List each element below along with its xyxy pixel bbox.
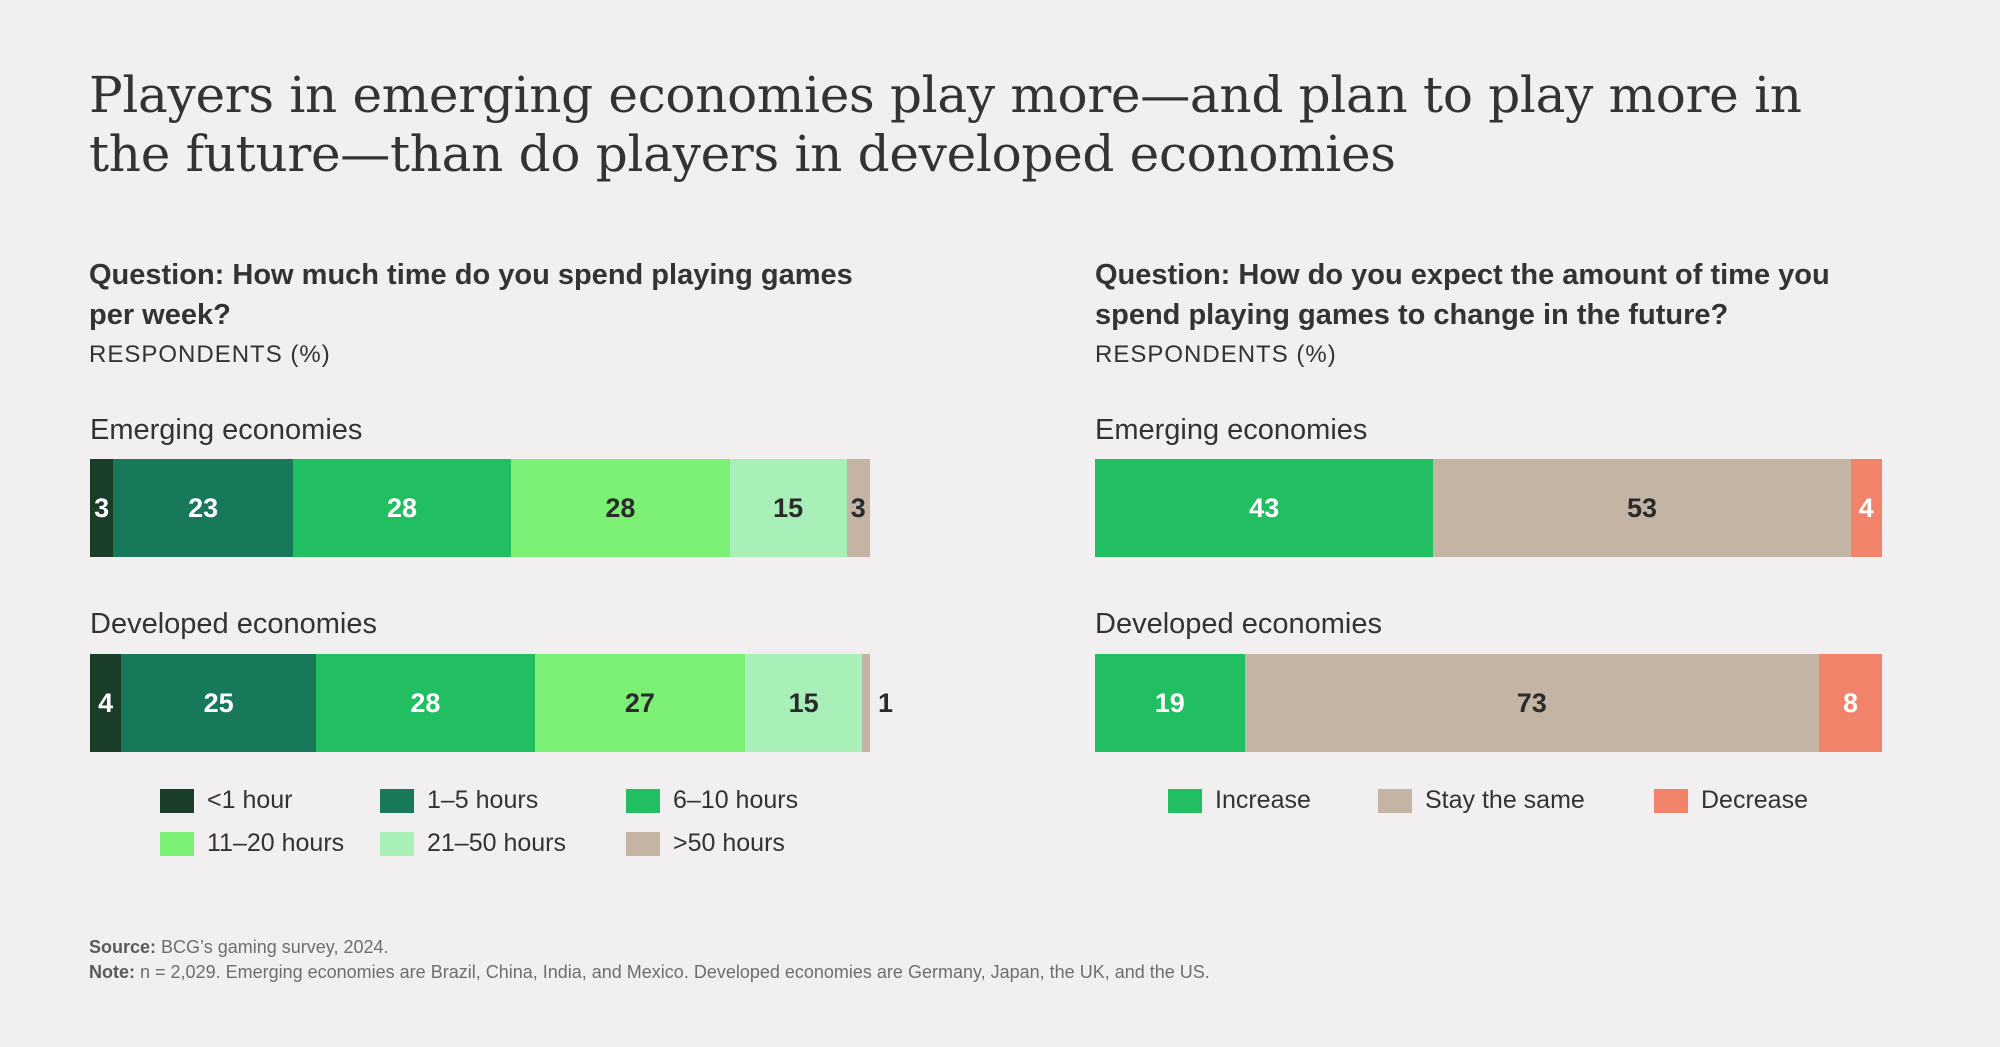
bar-segment: 19 bbox=[1095, 654, 1245, 752]
chart-unit-label: RESPONDENTS (%) bbox=[89, 341, 331, 368]
data-label: 73 bbox=[1516, 687, 1547, 718]
bar-segment: 4 bbox=[90, 654, 122, 752]
stacked-bar: 43 53 4 bbox=[1095, 459, 1882, 557]
data-label: 28 bbox=[386, 492, 418, 523]
legend-swatch bbox=[626, 788, 660, 813]
source-line: Source: BCG’s gaming survey, 2024. bbox=[89, 935, 1210, 960]
legend-label: 21–50 hours bbox=[427, 829, 567, 857]
bar-segment bbox=[862, 654, 870, 752]
bar-segment: 28 bbox=[292, 459, 512, 557]
chart-panel-future-change: Question: How do you expect the amount o… bbox=[1095, 255, 1895, 369]
bar-group-label: Developed economies bbox=[1095, 608, 1382, 640]
chart-panel-time-per-week: Question: How much time do you spend pla… bbox=[89, 255, 889, 369]
legend-label: >50 hours bbox=[673, 829, 785, 857]
bar-segment: 28 bbox=[316, 654, 535, 752]
bar-segment: 73 bbox=[1244, 654, 1820, 752]
legend-label: 1–5 hours bbox=[427, 786, 539, 814]
note-text: n = 2,029. Emerging economies are Brazil… bbox=[140, 962, 1210, 982]
data-label: 28 bbox=[410, 687, 441, 718]
legend-label: Stay the same bbox=[1425, 786, 1585, 814]
note-line: Note: n = 2,029. Emerging economies are … bbox=[89, 960, 1210, 985]
bar-segment: 53 bbox=[1433, 459, 1851, 557]
bar-segment: 4 bbox=[1850, 459, 1882, 557]
bar-segment: 3 bbox=[90, 459, 114, 557]
legend-swatch bbox=[160, 831, 194, 856]
legend-item: Decrease bbox=[1654, 786, 1808, 815]
legend-swatch bbox=[380, 831, 414, 856]
data-label: 15 bbox=[788, 687, 819, 718]
page-title: Players in emerging economies play more—… bbox=[89, 66, 1802, 183]
chart-question: Question: How do you expect the amount o… bbox=[1095, 259, 1830, 331]
data-label: 28 bbox=[605, 492, 636, 523]
legend-label: 6–10 hours bbox=[673, 786, 799, 814]
legend-item: Stay the same bbox=[1378, 786, 1585, 815]
note-label: Note: bbox=[89, 962, 135, 982]
chart-question: Question: How much time do you spend pla… bbox=[89, 259, 853, 331]
legend-item: <1 hour bbox=[160, 786, 293, 815]
data-label: 43 bbox=[1249, 492, 1280, 523]
legend-item: 21–50 hours bbox=[380, 829, 566, 858]
legend-item: 1–5 hours bbox=[380, 786, 538, 815]
legend-swatch bbox=[626, 831, 660, 856]
data-label: 8 bbox=[1842, 687, 1859, 718]
bar-segment: 3 bbox=[846, 459, 870, 557]
legend-swatch bbox=[380, 788, 414, 813]
legend-label: Increase bbox=[1215, 786, 1311, 814]
legend-label: <1 hour bbox=[207, 786, 293, 814]
source-label: Source: bbox=[89, 937, 157, 957]
legend-item: >50 hours bbox=[626, 829, 785, 858]
bar-segment: 8 bbox=[1819, 654, 1882, 752]
data-label: 19 bbox=[1154, 687, 1185, 718]
legend-swatch bbox=[1654, 788, 1688, 813]
stacked-bar: 4 25 28 27 15 1 bbox=[90, 654, 893, 752]
data-label: 4 bbox=[1858, 492, 1874, 523]
legend-item: 11–20 hours bbox=[160, 829, 344, 858]
data-label: 25 bbox=[203, 687, 234, 718]
bar-segment: 15 bbox=[745, 654, 863, 752]
legend-item: 6–10 hours bbox=[626, 786, 798, 815]
data-label: 53 bbox=[1626, 492, 1657, 523]
bar-group-label: Developed economies bbox=[90, 608, 377, 640]
data-label: 1 bbox=[878, 687, 894, 718]
data-label: 15 bbox=[773, 492, 804, 523]
legend-label: Decrease bbox=[1701, 786, 1808, 814]
bar-segment: 27 bbox=[534, 654, 746, 752]
data-label: 3 bbox=[850, 492, 866, 523]
bar-segment: 43 bbox=[1095, 459, 1434, 557]
bar-segment: 28 bbox=[511, 459, 730, 557]
stacked-bar: 19 73 8 bbox=[1095, 654, 1882, 752]
legend-swatch bbox=[1168, 788, 1202, 813]
bar-segment: 15 bbox=[729, 459, 847, 557]
data-label: 27 bbox=[624, 687, 655, 718]
legend-label: 11–20 hours bbox=[207, 829, 345, 857]
legend-swatch bbox=[1378, 788, 1412, 813]
bar-segment: 25 bbox=[121, 654, 317, 752]
bar-group-label: Emerging economies bbox=[90, 414, 363, 446]
data-label: 4 bbox=[98, 687, 114, 718]
data-label: 3 bbox=[94, 492, 110, 523]
footer-notes: Source: BCG’s gaming survey, 2024. Note:… bbox=[89, 935, 1210, 985]
legend-swatch bbox=[160, 788, 194, 813]
legend-item: Increase bbox=[1168, 786, 1311, 815]
chart-unit-label: RESPONDENTS (%) bbox=[1095, 341, 1337, 368]
bar-segment: 23 bbox=[113, 459, 293, 557]
stacked-bar: 3 23 28 28 15 3 bbox=[90, 459, 870, 557]
bar-group-label: Emerging economies bbox=[1095, 414, 1368, 446]
source-text: BCG’s gaming survey, 2024. bbox=[161, 937, 389, 957]
data-label: 23 bbox=[188, 492, 219, 523]
